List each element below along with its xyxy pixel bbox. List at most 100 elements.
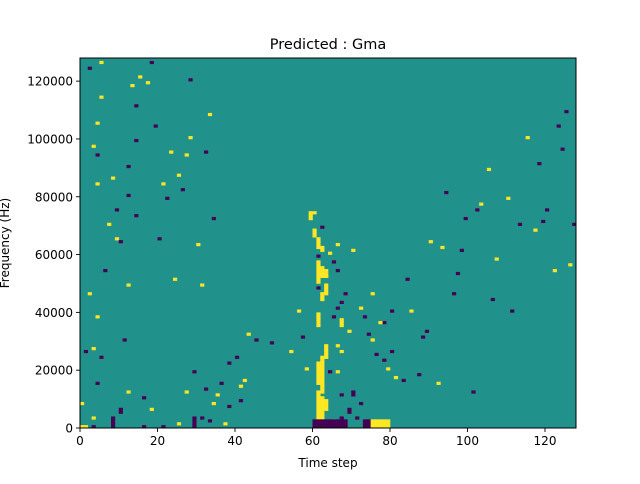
heatmap-cell: [541, 219, 546, 224]
heatmap-cell: [572, 222, 577, 226]
heatmap-cell: [370, 338, 375, 342]
heatmap-cell: [459, 248, 464, 252]
heatmap-cell: [91, 144, 96, 148]
heatmap-cell: [83, 425, 89, 429]
heatmap-cell: [370, 419, 375, 429]
heatmap-cell: [320, 292, 325, 302]
heatmap-cell: [568, 263, 573, 267]
x-tick-label: 40: [227, 434, 242, 448]
heatmap-cell: [316, 237, 321, 250]
heatmap-cells: [80, 58, 577, 429]
heatmap-cell: [246, 332, 251, 336]
heatmap-cell: [409, 309, 414, 313]
heatmap-cell: [118, 407, 123, 414]
heatmap-cell: [99, 60, 104, 65]
x-tick-label: 100: [456, 434, 479, 448]
heatmap-cell: [366, 332, 371, 336]
x-tick-label: 120: [534, 434, 557, 448]
heatmap-cell: [335, 269, 340, 273]
heatmap-cell: [339, 323, 344, 328]
heatmap-cell: [316, 419, 321, 429]
x-tick-label: 80: [382, 434, 397, 448]
heatmap-cell: [118, 240, 123, 244]
heatmap-cell: [444, 190, 449, 195]
heatmap-cell: [390, 309, 395, 313]
heatmap-cell: [401, 378, 406, 383]
heatmap-cell: [506, 196, 511, 200]
heatmap-cell: [87, 292, 92, 296]
heatmap-cell: [297, 309, 302, 313]
heatmap-cell: [424, 329, 430, 333]
heatmap-cell: [455, 271, 461, 276]
heatmap-cell: [184, 390, 189, 394]
heatmap-cell: [223, 422, 228, 426]
heatmap-cell: [366, 419, 371, 429]
heatmap-cell: [335, 370, 340, 374]
heatmap-cell: [486, 167, 492, 172]
heatmap-cell: [134, 138, 139, 143]
heatmap-cell: [316, 286, 321, 290]
heatmap-cell: [405, 277, 410, 281]
heatmap-cell: [227, 404, 232, 409]
heatmap-cell: [204, 150, 209, 154]
heatmap-cell: [339, 393, 344, 397]
heatmap-cell: [537, 162, 542, 166]
heatmap-cell: [238, 399, 244, 403]
heatmap-cell: [335, 344, 340, 348]
heatmap-cell: [91, 347, 96, 351]
heatmap-cell: [452, 292, 457, 296]
heatmap-cell: [126, 283, 131, 287]
x-axis: 0 20 40 60 80 100 120: [76, 428, 556, 448]
heatmap-cell: [95, 315, 100, 319]
heatmap-cell: [320, 245, 325, 252]
heatmap-cell: [126, 390, 131, 394]
heatmap-cell: [331, 260, 337, 264]
heatmap-cell: [386, 419, 391, 429]
heatmap-cell: [91, 416, 96, 420]
heatmap-cell: [227, 361, 232, 365]
y-tick-label: 20000: [35, 364, 73, 378]
heatmap-cell: [328, 419, 333, 429]
heatmap-cell: [316, 390, 321, 429]
heatmap-cell: [188, 78, 193, 82]
heatmap-cell: [107, 222, 112, 226]
heatmap-background: [80, 58, 576, 428]
heatmap-cell: [95, 182, 100, 186]
heatmap-cell: [211, 216, 216, 221]
heatmap-cell: [328, 370, 333, 374]
y-tick-label: 100000: [27, 132, 73, 146]
heatmap-cell: [312, 419, 317, 429]
heatmap-cell: [254, 338, 259, 342]
heatmap-cell: [479, 202, 484, 206]
x-axis-label: Time step: [297, 456, 357, 470]
heatmap-cell: [111, 416, 116, 429]
heatmap-cell: [200, 283, 205, 287]
heatmap-cell: [196, 243, 201, 247]
y-tick-label: 40000: [35, 306, 73, 320]
heatmap-cell: [165, 196, 170, 200]
heatmap-cell: [324, 269, 329, 278]
heatmap-cell: [339, 349, 344, 354]
heatmap-cell: [126, 164, 131, 169]
heatmap-cell: [374, 419, 379, 429]
heatmap-cell: [138, 75, 143, 79]
heatmap-cell: [192, 416, 197, 429]
heatmap-cell: [103, 269, 108, 273]
chart-title: Predicted : Gma: [270, 37, 386, 53]
x-tick-label: 20: [150, 434, 165, 448]
heatmap-cell: [142, 396, 147, 400]
heatmap-cell: [153, 124, 158, 128]
heatmap-cell: [176, 173, 182, 177]
heatmap-cell: [169, 150, 174, 154]
heatmap-cell: [324, 283, 329, 296]
heatmap-cell: [339, 300, 344, 304]
heatmap-cell: [289, 349, 294, 354]
heatmap-cell: [362, 315, 368, 319]
heatmap-cell: [533, 228, 538, 232]
heatmap-cell: [324, 344, 329, 359]
heatmap-cell: [490, 297, 495, 302]
heatmap-cell: [436, 381, 441, 385]
x-tick-label: 0: [76, 434, 84, 448]
heatmap-cell: [335, 243, 340, 247]
heatmap-cell: [134, 214, 139, 218]
